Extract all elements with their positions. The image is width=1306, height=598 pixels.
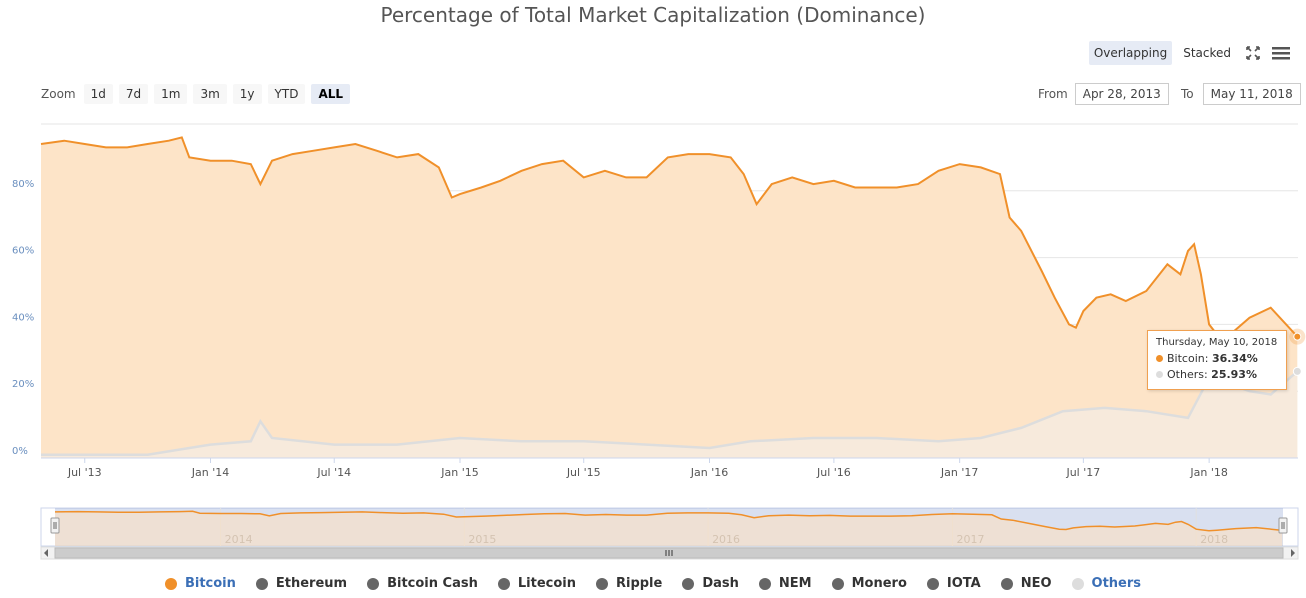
legend-item-neo[interactable]: NEO xyxy=(1000,576,1052,591)
legend-dot-icon xyxy=(367,577,380,590)
navigator: 20142015201620172018 xyxy=(40,507,1299,560)
zoom-1y-button[interactable]: 1y xyxy=(232,84,262,104)
legend-dot-icon xyxy=(926,577,939,590)
legend-dot-icon xyxy=(758,577,771,590)
from-date-input[interactable]: Apr 28, 2013 xyxy=(1074,83,1169,105)
others-line xyxy=(41,370,1299,456)
navigator-line xyxy=(54,510,1283,532)
legend-item-bitcoin-cash[interactable]: Bitcoin Cash xyxy=(367,576,478,591)
hamburger-menu-icon[interactable] xyxy=(1270,42,1292,64)
bitcoin-dot-icon xyxy=(1156,355,1163,362)
legend-label: Bitcoin xyxy=(184,576,236,591)
legend-label: Litecoin xyxy=(517,576,576,591)
tooltip-others-row: Others: 25.93% xyxy=(1156,367,1278,383)
legend-label: Bitcoin Cash xyxy=(387,576,478,591)
legend-label: Ethereum xyxy=(275,576,348,591)
bitcoin-area xyxy=(41,137,1298,458)
x-tick-label: Jul '14 xyxy=(316,466,351,479)
legend-dot-icon xyxy=(497,577,510,590)
from-label: From xyxy=(1038,87,1068,101)
date-range-from: From Apr 28, 2013 xyxy=(1038,83,1169,105)
x-tick-label: Jan '15 xyxy=(440,466,478,479)
scroll-left-icon[interactable] xyxy=(44,549,48,557)
legend-label: NEM xyxy=(778,576,812,591)
scroll-right-icon[interactable] xyxy=(1291,549,1295,557)
tooltip: Thursday, May 10, 2018 Bitcoin: 36.34% O… xyxy=(1147,330,1287,390)
legend-item-others[interactable]: Others xyxy=(1071,576,1142,591)
zoom-3m-button[interactable]: 3m xyxy=(193,84,227,104)
zoom-label: Zoom xyxy=(41,87,76,101)
legend-item-nem[interactable]: NEM xyxy=(758,576,812,591)
x-tick-label: Jul '17 xyxy=(1065,466,1100,479)
to-label: To xyxy=(1181,87,1194,101)
legend-label: Monero xyxy=(851,576,907,591)
chart-title: Percentage of Total Market Capitalizatio… xyxy=(380,3,926,27)
x-tick-label: Jan '14 xyxy=(191,466,229,479)
x-tick-label: Jan '18 xyxy=(1189,466,1227,479)
legend-item-iota[interactable]: IOTA xyxy=(926,576,981,591)
legend-item-litecoin[interactable]: Litecoin xyxy=(497,576,576,591)
legend-item-monero[interactable]: Monero xyxy=(831,576,907,591)
legend-dot-icon xyxy=(1000,577,1013,590)
tooltip-others-label: Others: xyxy=(1167,368,1208,381)
view-mode-toolbar: Overlapping Stacked xyxy=(1088,41,1292,65)
legend-label: Others xyxy=(1091,576,1142,591)
y-tick-label: 60% xyxy=(12,246,34,257)
x-tick-label: Jan '16 xyxy=(690,466,728,479)
legend: Bitcoin Ethereum Bitcoin Cash Litecoin Rippl… xyxy=(0,576,1306,591)
x-tick-label: Jul '15 xyxy=(566,466,601,479)
legend-dot-icon xyxy=(255,577,268,590)
bitcoin-hover-point xyxy=(1293,332,1302,341)
legend-dot-icon xyxy=(164,577,177,590)
tooltip-date: Thursday, May 10, 2018 xyxy=(1156,337,1278,348)
zoom-7d-button[interactable]: 7d xyxy=(118,84,149,104)
tooltip-bitcoin-value: 36.34% xyxy=(1211,352,1258,365)
axes: 0% 20% 40% 60% 80% Jul '13 Jan '14 Jul '14 Jan '… xyxy=(12,179,1298,479)
legend-dot-icon xyxy=(682,577,695,590)
legend-dot-icon xyxy=(595,577,608,590)
zoom-selector: Zoom 1d 7d 1m 3m 1y YTD ALL xyxy=(41,84,351,104)
navigator-right-handle[interactable] xyxy=(1278,517,1288,534)
legend-dot-icon xyxy=(831,577,844,590)
tooltip-others-value: 25.93% xyxy=(1211,368,1257,381)
date-range-to: To May 11, 2018 xyxy=(1181,83,1301,105)
legend-item-bitcoin[interactable]: Bitcoin xyxy=(164,576,236,591)
y-tick-label: 40% xyxy=(12,312,34,323)
to-date-input[interactable]: May 11, 2018 xyxy=(1202,83,1301,105)
fullscreen-icon[interactable] xyxy=(1242,42,1264,64)
others-area xyxy=(41,371,1298,458)
legend-dot-icon xyxy=(1071,577,1084,590)
series-layer xyxy=(40,136,1306,458)
legend-item-ethereum[interactable]: Ethereum xyxy=(255,576,348,591)
x-tick-label: Jan '17 xyxy=(940,466,978,479)
others-dot-icon xyxy=(1156,371,1163,378)
stacked-button[interactable]: Stacked xyxy=(1183,46,1231,60)
zoom-1d-button[interactable]: 1d xyxy=(83,84,113,104)
y-tick-label: 0% xyxy=(12,446,28,457)
tooltip-bitcoin-label: Bitcoin: xyxy=(1167,352,1209,365)
others-hover-point xyxy=(1292,366,1302,376)
navigator-area xyxy=(55,511,1283,546)
x-tick-label: Jul '16 xyxy=(816,466,851,479)
bitcoin-line xyxy=(40,136,1299,343)
legend-label: IOTA xyxy=(946,576,981,591)
zoom-1m-button[interactable]: 1m xyxy=(154,84,188,104)
legend-item-ripple[interactable]: Ripple xyxy=(595,576,663,591)
tooltip-bitcoin-row: Bitcoin: 36.34% xyxy=(1156,351,1278,367)
y-tick-label: 80% xyxy=(12,179,34,190)
legend-label: NEO xyxy=(1020,576,1052,591)
navigator-left-handle[interactable] xyxy=(50,517,60,534)
zoom-all-button[interactable]: ALL xyxy=(311,84,351,104)
legend-label: Ripple xyxy=(615,576,663,591)
legend-item-dash[interactable]: Dash xyxy=(682,576,739,591)
overlapping-button[interactable]: Overlapping xyxy=(1088,41,1173,65)
y-tick-label: 20% xyxy=(12,379,34,390)
zoom-ytd-button[interactable]: YTD xyxy=(267,84,306,104)
x-tick-label: Jul '13 xyxy=(67,466,102,479)
legend-label: Dash xyxy=(702,576,739,591)
